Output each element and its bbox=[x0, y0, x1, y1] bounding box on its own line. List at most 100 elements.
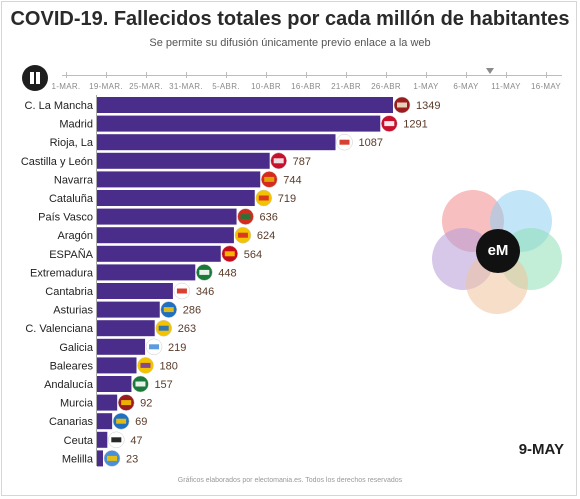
timeline-tick-label: 6-MAY bbox=[453, 82, 479, 91]
timeline-tick bbox=[106, 72, 107, 78]
bar bbox=[97, 227, 234, 244]
timeline-tick-label: 21-ABR bbox=[331, 82, 361, 91]
espana-flag-stripe bbox=[224, 251, 235, 257]
bar-value-label: 286 bbox=[183, 305, 201, 317]
bar-category-label: Canarias bbox=[49, 416, 94, 428]
bar-value-label: 346 bbox=[196, 286, 214, 298]
bar-category-label: Rioja, La bbox=[50, 137, 94, 149]
bar-value-label: 47 bbox=[130, 435, 142, 447]
bar-category-label: Madrid bbox=[59, 119, 93, 131]
timeline-tick bbox=[226, 72, 227, 78]
timeline-tick bbox=[506, 72, 507, 78]
bar-value-label: 180 bbox=[159, 360, 177, 372]
bar-value-label: 1349 bbox=[416, 100, 440, 112]
clm-flag-stripe bbox=[397, 102, 407, 108]
bar-category-label: País Vasco bbox=[38, 212, 93, 224]
murcia-flag-stripe bbox=[121, 400, 132, 406]
bar-value-label: 1291 bbox=[403, 119, 427, 131]
bar-value-label: 448 bbox=[218, 267, 236, 279]
logo-text: eM bbox=[487, 242, 509, 259]
timeline-tick bbox=[66, 72, 67, 78]
bar bbox=[97, 431, 108, 448]
extremadura-flag-stripe bbox=[199, 269, 210, 275]
timeline-tick-label: 31-MAR. bbox=[169, 82, 203, 91]
bar bbox=[97, 301, 160, 318]
navarra-flag-stripe bbox=[264, 176, 275, 182]
bar-category-label: Melilla bbox=[62, 453, 94, 465]
cataluna-flag-stripe bbox=[258, 195, 269, 201]
timeline-tick-label: 25-MAR. bbox=[129, 82, 163, 91]
bar-value-label: 219 bbox=[168, 342, 186, 354]
chart-title: COVID-19. Fallecidos totales por cada mi… bbox=[10, 8, 570, 30]
bar-value-label: 23 bbox=[126, 453, 138, 465]
timeline-tick bbox=[466, 72, 467, 78]
bar bbox=[97, 208, 237, 225]
pause-button[interactable] bbox=[22, 65, 48, 91]
bar-value-label: 744 bbox=[283, 174, 301, 186]
bar-value-label: 92 bbox=[140, 398, 152, 410]
y-axis-line bbox=[96, 95, 97, 466]
timeline-tick bbox=[346, 72, 347, 78]
timeline-track[interactable] bbox=[62, 75, 562, 76]
bar-value-label: 787 bbox=[293, 156, 311, 168]
bar-category-label: C. Valenciana bbox=[25, 323, 94, 335]
canarias-flag-stripe bbox=[116, 418, 127, 424]
bar bbox=[97, 134, 336, 151]
timeline-tick bbox=[186, 72, 187, 78]
melilla-flag-stripe bbox=[107, 455, 117, 461]
bar-category-label: Andalucía bbox=[44, 379, 94, 391]
bar-value-label: 624 bbox=[257, 230, 275, 242]
baleares-flag-stripe bbox=[140, 362, 151, 368]
bar-value-label: 157 bbox=[154, 379, 172, 391]
bar-category-label: Ceuta bbox=[64, 435, 94, 447]
aragon-flag-stripe bbox=[237, 232, 248, 238]
timeline-tick bbox=[426, 72, 427, 78]
bar bbox=[97, 283, 173, 299]
pais-vasco-flag-stripe bbox=[240, 214, 251, 220]
bar bbox=[97, 320, 155, 337]
timeline-tick-label: 19-MAR. bbox=[89, 82, 123, 91]
bar bbox=[97, 450, 103, 467]
bar-category-label: Asturias bbox=[53, 305, 93, 317]
bar bbox=[97, 338, 146, 355]
bar-category-label: Cataluña bbox=[49, 193, 94, 205]
timeline-tick-label: 5-ABR. bbox=[212, 82, 240, 91]
valenciana-flag-stripe bbox=[158, 325, 169, 331]
bar bbox=[97, 394, 118, 411]
bar-category-label: Baleares bbox=[50, 360, 94, 372]
bar-category-label: C. La Mancha bbox=[25, 100, 94, 112]
bar-category-label: Castilla y León bbox=[21, 156, 93, 168]
pause-icon bbox=[30, 72, 34, 84]
bar-value-label: 1087 bbox=[359, 137, 383, 149]
timeline-tick-label: 11-MAY bbox=[491, 82, 521, 91]
bar bbox=[97, 376, 132, 392]
timeline-tick bbox=[306, 72, 307, 78]
bar bbox=[97, 245, 221, 262]
bar-category-label: Murcia bbox=[60, 398, 94, 410]
ceuta-flag-stripe bbox=[111, 437, 122, 443]
timeline-tick-label: 1-MAR. bbox=[51, 82, 81, 91]
timeline-tick-label: 10-ABR bbox=[251, 82, 281, 91]
timeline-tick bbox=[546, 72, 547, 78]
cantabria-flag-stripe bbox=[176, 288, 187, 294]
timeline-tick-label: 16-ABR bbox=[291, 82, 321, 91]
bar bbox=[97, 152, 270, 169]
pause-icon-bar bbox=[36, 72, 40, 84]
madrid-flag-stripe bbox=[384, 121, 395, 127]
rioja-flag-stripe bbox=[339, 139, 350, 145]
footer-credit: Gráficos elaborados por electomania.es. … bbox=[177, 477, 403, 484]
timeline-tick-label: 26-ABR bbox=[371, 82, 401, 91]
bar-category-label: Navarra bbox=[54, 174, 94, 186]
timeline-tick-label: 1-MAY bbox=[413, 82, 439, 91]
bar bbox=[97, 190, 255, 206]
timeline-tick bbox=[266, 72, 267, 78]
bar-value-label: 719 bbox=[278, 193, 296, 205]
timeline-cursor[interactable] bbox=[486, 68, 494, 74]
current-date: 9-MAY bbox=[518, 441, 564, 458]
timeline-tick bbox=[146, 72, 147, 78]
chart-subtitle: Se permite su difusión únicamente previo… bbox=[149, 37, 431, 49]
bar-category-label: ESPAÑA bbox=[49, 248, 93, 261]
asturias-flag-stripe bbox=[163, 307, 174, 313]
